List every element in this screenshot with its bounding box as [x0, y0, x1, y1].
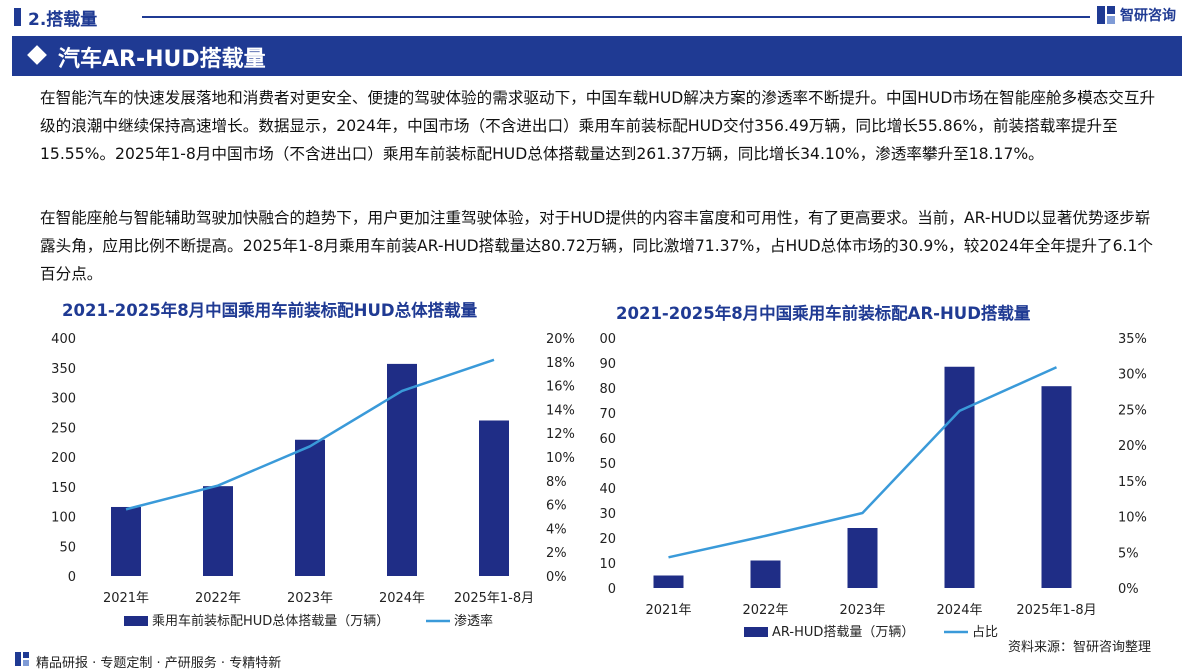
chart-2-title: 2021-2025年8月中国乘用车前装标配AR-HUD搭载量	[616, 304, 1031, 323]
footer-logo-icon	[15, 652, 29, 666]
chart1-bar	[111, 506, 141, 576]
chart2-right-tick: 15%	[1118, 475, 1147, 490]
chart2-bar	[847, 528, 878, 588]
chart2-bar	[653, 575, 684, 588]
chart2-left-tick: 80	[600, 382, 616, 397]
intro-paragraph-1: 在智能汽车的快速发展落地和消费者对更安全、便捷的驾驶体验的需求驱动下，中国车载H…	[40, 84, 1160, 168]
chart2-left-tick: 20	[600, 532, 616, 547]
chart2-rate-line	[668, 366, 1058, 559]
hud-total-chart: 0 50 100 150 200 250 300 350 400 0% 2% 4% 6% 8% 10% 12%…	[51, 332, 575, 629]
chart2-right-tick: 0%	[1118, 582, 1139, 597]
chart2-bar	[750, 560, 781, 588]
section-title: 2.搭载量	[28, 10, 98, 30]
chart2-bar	[1041, 386, 1072, 588]
chart1-right-tick: 8%	[546, 475, 567, 490]
chart1-legend-line-label: 渗透率	[454, 613, 493, 629]
section-marker	[14, 8, 21, 26]
chart1-left-tick: 0	[68, 570, 76, 585]
chart2-right-tick: 5%	[1118, 546, 1139, 561]
chart1-right-tick: 2%	[546, 546, 567, 561]
chart1-category-label: 2022年	[195, 591, 241, 606]
chart2-right-tick: 25%	[1118, 403, 1147, 418]
chart2-category-label: 2021年	[645, 603, 691, 618]
logo-icon	[1097, 6, 1115, 24]
diamond-icon	[27, 45, 47, 65]
chart1-right-tick: 14%	[546, 403, 575, 418]
chart1-right-tick: 6%	[546, 499, 567, 514]
chart1-legend-bar-swatch	[124, 616, 148, 626]
chart1-category-label: 2025年1-8月	[454, 591, 534, 606]
page-banner: 汽车AR-HUD搭载量	[12, 36, 1182, 76]
chart1-left-tick: 400	[51, 332, 76, 347]
chart1-left-tick: 250	[51, 421, 76, 436]
chart2-right-tick: 30%	[1118, 368, 1147, 383]
chart1-right-tick: 16%	[546, 380, 575, 395]
chart2-right-tick: 35%	[1118, 332, 1147, 347]
chart1-left-tick: 50	[59, 540, 76, 555]
intro-paragraph-2: 在智能座舱与智能辅助驾驶加快融合的趋势下，用户更加注重驾驶体验，对于HUD提供的…	[40, 204, 1160, 288]
logo-text: 智研咨询	[1120, 8, 1176, 24]
paragraph-text: 在智能汽车的快速发展落地和消费者对更安全、便捷的驾驶体验的需求驱动下，中国车载H…	[40, 89, 1156, 163]
chart2-left-tick: 50	[600, 457, 616, 472]
chart1-bar	[479, 420, 509, 576]
chart1-right-tick: 20%	[546, 332, 575, 347]
chart-1-title: 2021-2025年8月中国乘用车前装标配HUD总体搭载量	[62, 301, 478, 320]
chart2-category-label: 2022年	[742, 603, 788, 618]
chart2-left-tick: 40	[600, 482, 616, 497]
chart2-left-tick: 30	[600, 507, 616, 522]
chart2-right-tick: 20%	[1118, 439, 1147, 454]
chart1-right-tick: 0%	[546, 570, 567, 585]
page-title: 汽车AR-HUD搭载量	[58, 47, 266, 72]
chart1-left-tick: 200	[51, 451, 76, 466]
header-divider	[142, 16, 1090, 18]
footer-tagline: 精品研报 · 专题定制 · 产研服务 · 专精特新	[36, 656, 282, 671]
brand-logo: 智研咨询	[1096, 5, 1176, 25]
chart2-legend-bar-swatch	[744, 627, 768, 637]
ar-hud-chart: 0 10 20 30 40 50 60 70 80 90 100 0% 5% 10% 15% 20% 25% 30…	[600, 332, 1147, 638]
paragraph-text: 在智能座舱与智能辅助驾驶加快融合的趋势下，用户更加注重驾驶体验，对于HUD提供的…	[40, 209, 1153, 283]
chart1-left-tick: 350	[51, 362, 76, 377]
chart2-left-tick: 0	[608, 582, 616, 597]
chart2-left-tick: 90	[600, 357, 616, 372]
chart1-rate-line	[125, 358, 495, 511]
chart2-right-tick: 10%	[1118, 511, 1147, 526]
chart2-category-label: 2025年1-8月	[1016, 603, 1096, 618]
chart1-bar	[295, 439, 325, 576]
chart1-right-tick: 18%	[546, 356, 575, 371]
chart1-category-label: 2024年	[379, 591, 425, 606]
chart1-left-tick: 150	[51, 481, 76, 496]
chart1-category-label: 2023年	[287, 591, 333, 606]
chart2-left-tick: 10	[600, 557, 616, 572]
chart2-legend-bar-label: AR-HUD搭载量（万辆）	[772, 624, 914, 638]
chart2-left-tick: 70	[600, 407, 616, 422]
data-source: 资料来源：智研咨询整理	[1008, 640, 1152, 655]
chart1-left-tick: 100	[51, 511, 76, 526]
chart2-legend-line-label: 占比	[972, 625, 998, 638]
chart2-category-label: 2023年	[839, 603, 885, 618]
chart2-left-tick: 60	[600, 432, 616, 447]
chart2-left-tick: 100	[600, 332, 616, 347]
chart1-bar	[203, 486, 233, 576]
chart1-category-label: 2021年	[103, 591, 149, 606]
chart1-legend-bar-label: 乘用车前装标配HUD总体搭载量（万辆）	[152, 613, 389, 629]
chart2-bar	[944, 366, 975, 588]
chart1-left-tick: 300	[51, 392, 76, 407]
chart1-right-tick: 10%	[546, 451, 575, 466]
chart1-right-tick: 12%	[546, 427, 575, 442]
chart1-right-tick: 4%	[546, 522, 567, 537]
chart2-category-label: 2024年	[936, 603, 982, 618]
top-bar: 2.搭载量 智研咨询	[0, 0, 1200, 34]
chart1-bar	[387, 363, 417, 576]
